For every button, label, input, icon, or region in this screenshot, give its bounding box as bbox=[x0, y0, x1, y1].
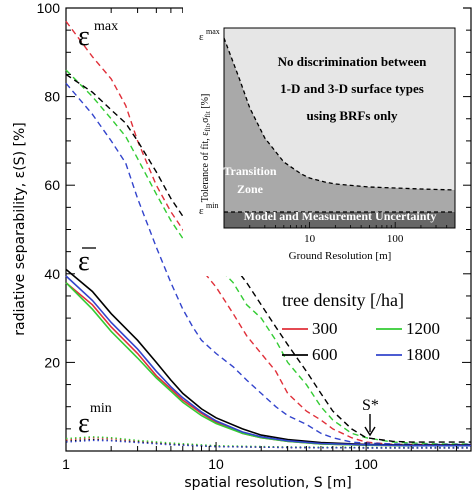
inset-y-axis-title-mid: ,σ bbox=[200, 117, 211, 126]
inset-x-tick-label: 100 bbox=[387, 233, 404, 245]
inset-ytick-max-label: max bbox=[206, 27, 220, 36]
inset-y-axis-title-tail: [%] bbox=[200, 94, 211, 112]
series-min-300 bbox=[65, 436, 471, 449]
x-tick-label: 10 bbox=[208, 456, 224, 472]
annotation-emin-symbol: ε bbox=[78, 408, 90, 439]
series-max-1200 bbox=[65, 69, 471, 445]
inset-ticks: 10 100 bbox=[223, 222, 456, 245]
y-tick-layer: 20 40 60 80 100 bbox=[37, 0, 471, 452]
series-min-1200 bbox=[65, 436, 471, 449]
y-tick-label: 100 bbox=[37, 0, 61, 16]
annotation-sstar: S* bbox=[362, 397, 379, 414]
inset-frame bbox=[223, 27, 456, 229]
inset-y-axis-title-sub2: fit bbox=[204, 111, 212, 117]
annotation-emax-symbol: ε bbox=[78, 21, 90, 52]
legend: tree density [/ha] 300 1200 600 1800 bbox=[282, 290, 440, 364]
inset-diagram: 10 100 No discrimination between 1-D and … bbox=[183, 6, 463, 276]
annotation-emean-symbol: ε bbox=[78, 246, 90, 277]
series-mean-300 bbox=[65, 282, 471, 447]
legend-label-300: 300 bbox=[312, 319, 338, 338]
inset-ytick-min-eps: ε bbox=[199, 205, 204, 217]
series-max-300 bbox=[65, 20, 471, 446]
legend-title: tree density [/ha] bbox=[282, 290, 404, 310]
inset-region-top-line-3: using BRFs only bbox=[306, 108, 398, 123]
inset-x-axis-title: Ground Resolution [m] bbox=[289, 250, 392, 262]
inset-bottom-region-label: Model and Measurement Uncertainty bbox=[244, 209, 437, 223]
y-tick-label: 80 bbox=[44, 89, 60, 105]
y-tick-label: 40 bbox=[44, 266, 60, 282]
series-min-600 bbox=[65, 438, 471, 449]
inset-y-axis-title: Tolerance of fit, εfit,σfit [%] bbox=[200, 94, 212, 203]
series-mean-1200 bbox=[65, 282, 471, 447]
inset-regions bbox=[223, 28, 456, 228]
x-axis-title: spatial resolution, S [m] bbox=[184, 475, 351, 491]
y-tick-label: 60 bbox=[44, 177, 60, 193]
inset-boundary-curve bbox=[223, 37, 456, 191]
y-tick-label: 20 bbox=[44, 354, 60, 370]
inset-region-uncertainty bbox=[224, 212, 455, 228]
annotation-emax-label: max bbox=[94, 19, 118, 34]
inset-ytick-max-eps: ε bbox=[199, 31, 204, 43]
x-tick-label: 1 bbox=[62, 456, 70, 472]
series-layer bbox=[65, 20, 471, 449]
inset-transition-line-2: Zone bbox=[237, 182, 264, 196]
legend-label-1800: 1800 bbox=[406, 345, 440, 364]
legend-label-1200: 1200 bbox=[406, 319, 440, 338]
series-mean-1800 bbox=[65, 275, 471, 447]
inset-region-transition bbox=[224, 38, 455, 212]
inset-y-axis-title-sub: fit bbox=[204, 125, 212, 131]
inset-ytick-min-label: min bbox=[206, 201, 218, 210]
x-tick-label: 100 bbox=[354, 456, 378, 472]
inset-region-top-line-2: 1-D and 3-D surface types bbox=[280, 81, 424, 96]
inset-transition-line-1: Transition bbox=[223, 164, 276, 178]
series-min-1800 bbox=[65, 439, 471, 449]
legend-label-600: 600 bbox=[312, 345, 338, 364]
legend-items: 300 1200 600 1800 bbox=[282, 319, 440, 364]
annotation-emin-label: min bbox=[90, 401, 112, 416]
inset-x-tick-label: 10 bbox=[304, 233, 316, 245]
y-axis-title: radiative separability, ε(S) [%] bbox=[12, 122, 28, 335]
inset-region-top-line-1: No discrimination between bbox=[278, 54, 428, 69]
inset-y-axis-title-main: Tolerance of fit, ε bbox=[200, 132, 211, 203]
annotation-sstar-arrowhead bbox=[364, 426, 376, 437]
